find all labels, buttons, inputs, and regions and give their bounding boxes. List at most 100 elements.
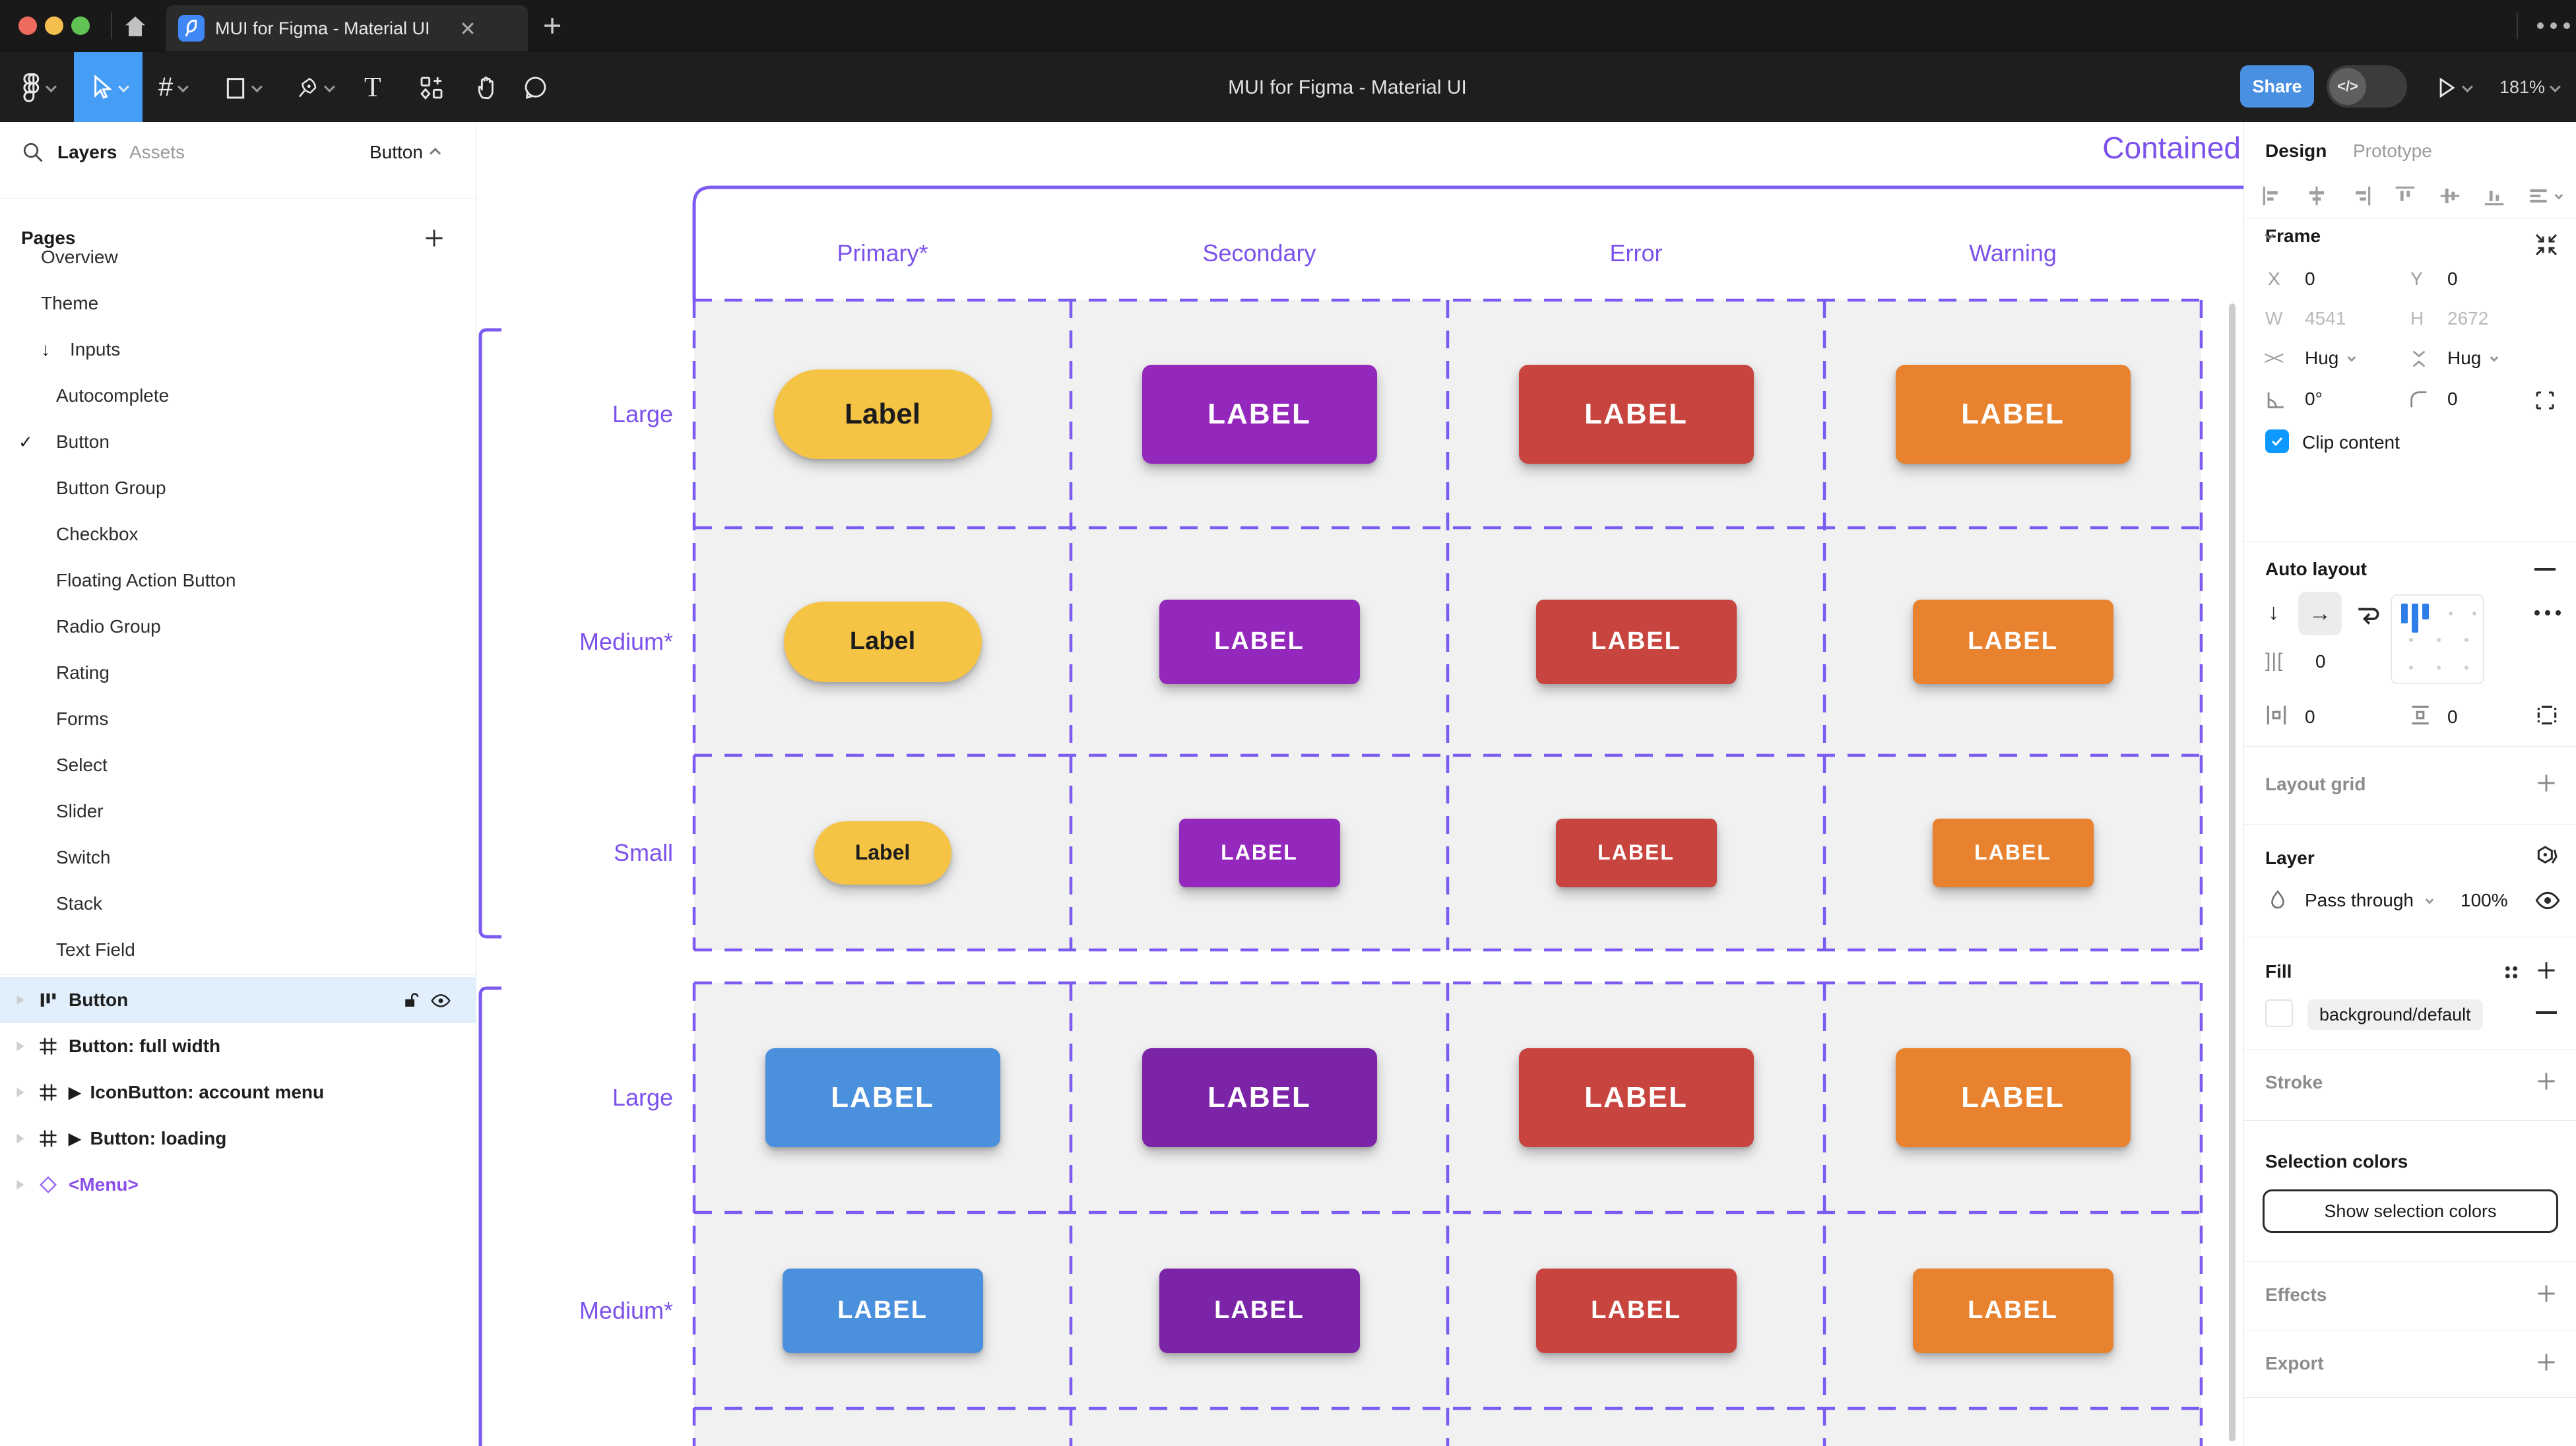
layer-row-button[interactable]: Button bbox=[0, 977, 476, 1023]
button-variant[interactable]: LABEL bbox=[1159, 1268, 1360, 1353]
layer-row-button-loading[interactable]: ▶ Button: loading bbox=[0, 1116, 476, 1162]
align-left-icon[interactable] bbox=[2260, 183, 2285, 208]
align-right-icon[interactable] bbox=[2348, 183, 2373, 208]
frame-tool-button[interactable]: # bbox=[158, 52, 189, 123]
sidebar-page-stack[interactable]: Stack bbox=[0, 881, 476, 927]
wrap-icon[interactable] bbox=[2354, 598, 2383, 627]
window-more-icon[interactable] bbox=[2534, 20, 2573, 32]
eye-icon[interactable] bbox=[2534, 887, 2561, 914]
button-variant[interactable]: LABEL bbox=[1895, 1048, 2131, 1147]
add-export-icon[interactable] bbox=[2534, 1350, 2558, 1374]
button-variant[interactable]: LABEL bbox=[1535, 1268, 1737, 1353]
blend-mode-dropdown[interactable]: Pass through bbox=[2305, 890, 2434, 911]
button-variant[interactable]: LABEL bbox=[1932, 818, 2094, 887]
canvas[interactable]: Contained Primary* Secondary Error Warning L… bbox=[476, 122, 2243, 1446]
main-menu-button[interactable] bbox=[18, 52, 57, 123]
tab-layers[interactable]: Layers bbox=[57, 142, 117, 162]
button-variant[interactable]: Label bbox=[783, 601, 982, 682]
hug-vertical-dropdown[interactable]: Hug bbox=[2447, 348, 2499, 369]
button-variant[interactable]: LABEL bbox=[1518, 364, 1754, 464]
align-bottom-icon[interactable] bbox=[2482, 183, 2507, 208]
button-variant[interactable]: LABEL bbox=[1912, 1268, 2113, 1353]
window-minimize-button[interactable] bbox=[45, 16, 63, 35]
tab-close-icon[interactable] bbox=[459, 20, 476, 37]
align-v-center-icon[interactable] bbox=[2437, 183, 2463, 208]
remove-auto-layout-icon[interactable] bbox=[2534, 568, 2556, 571]
sidebar-page-select[interactable]: Select bbox=[0, 742, 476, 788]
shape-tool-button[interactable] bbox=[224, 52, 263, 123]
sidebar-page-theme[interactable]: Theme bbox=[0, 280, 476, 327]
layer-row-iconbutton-account-menu[interactable]: ▶ IconButton: account menu bbox=[0, 1069, 476, 1116]
sidebar-page-button[interactable]: ✓ Button bbox=[0, 419, 476, 465]
fill-color-swatch[interactable] bbox=[2265, 999, 2293, 1027]
home-icon[interactable] bbox=[122, 13, 148, 40]
sidebar-page-button-group[interactable]: Button Group bbox=[0, 465, 476, 511]
sidebar-page-autocomplete[interactable]: Autocomplete bbox=[0, 373, 476, 419]
sidebar-page-text-field[interactable]: Text Field bbox=[0, 927, 476, 973]
expand-caret-icon[interactable] bbox=[16, 1133, 24, 1144]
tab-prototype[interactable]: Prototype bbox=[2353, 141, 2432, 161]
button-variant[interactable]: LABEL bbox=[1142, 1048, 1377, 1147]
auto-layout-more-icon[interactable] bbox=[2532, 608, 2563, 618]
button-variant[interactable]: LABEL bbox=[1178, 818, 1340, 887]
hand-tool-button[interactable] bbox=[474, 52, 500, 123]
expand-caret-icon[interactable] bbox=[16, 1179, 24, 1190]
share-button[interactable]: Share bbox=[2240, 65, 2314, 108]
frame-title[interactable]: Contained bbox=[2102, 131, 2241, 165]
button-variant[interactable]: LABEL bbox=[765, 1048, 1000, 1147]
search-icon[interactable] bbox=[21, 141, 45, 164]
pen-tool-button[interactable] bbox=[296, 52, 335, 123]
button-variant[interactable]: LABEL bbox=[1159, 599, 1360, 684]
fill-token-chip[interactable]: background/default bbox=[2307, 999, 2483, 1030]
sidebar-page-radio-group[interactable]: Radio Group bbox=[0, 604, 476, 650]
opacity-value[interactable]: 100% bbox=[2461, 890, 2508, 910]
page-selector-dropdown[interactable]: Button bbox=[370, 142, 441, 163]
gap-value[interactable]: 0 bbox=[2315, 651, 2326, 672]
dev-mode-toggle[interactable]: </> bbox=[2327, 65, 2407, 108]
h-value[interactable]: 2672 bbox=[2447, 308, 2489, 329]
independent-padding-icon[interactable] bbox=[2534, 703, 2560, 728]
align-top-icon[interactable] bbox=[2393, 183, 2418, 208]
expand-caret-icon[interactable] bbox=[16, 995, 24, 1005]
window-zoom-button[interactable] bbox=[71, 16, 90, 35]
document-title[interactable]: MUI for Figma - Material UI bbox=[1228, 76, 1467, 98]
add-page-icon[interactable] bbox=[422, 226, 446, 250]
distribute-menu-button[interactable] bbox=[2526, 183, 2563, 208]
add-layout-grid-icon[interactable] bbox=[2534, 771, 2558, 795]
sidebar-page-switch[interactable]: Switch bbox=[0, 834, 476, 881]
canvas-scrollbar[interactable] bbox=[2229, 303, 2236, 1441]
tab-assets[interactable]: Assets bbox=[129, 142, 185, 162]
layer-row-button-full-width[interactable]: Button: full width bbox=[0, 1023, 476, 1069]
sidebar-page-inputs[interactable]: ↓ Inputs bbox=[0, 327, 476, 373]
new-tab-icon[interactable] bbox=[541, 15, 564, 37]
window-close-button[interactable] bbox=[18, 16, 37, 35]
corner-radius-value[interactable]: 0 bbox=[2447, 389, 2458, 409]
button-variant[interactable]: LABEL bbox=[1895, 364, 2131, 464]
app-tab[interactable]: MUI for Figma - Material UI bbox=[166, 5, 528, 51]
sidebar-page-rating[interactable]: Rating bbox=[0, 650, 476, 696]
fill-styles-icon[interactable] bbox=[2500, 961, 2523, 984]
text-tool-button[interactable]: T bbox=[364, 52, 381, 123]
rotation-value[interactable]: 0° bbox=[2305, 389, 2323, 409]
collapse-icon[interactable] bbox=[2533, 232, 2560, 258]
sidebar-page-slider[interactable]: Slider bbox=[0, 788, 476, 834]
button-variant[interactable]: LABEL bbox=[1555, 818, 1717, 887]
add-stroke-icon[interactable] bbox=[2534, 1069, 2558, 1093]
expand-caret-icon[interactable] bbox=[16, 1041, 24, 1052]
w-value[interactable]: 4541 bbox=[2305, 308, 2346, 329]
sidebar-page-overview[interactable]: Overview bbox=[0, 234, 476, 280]
button-variant[interactable]: LABEL bbox=[1912, 599, 2113, 684]
sidebar-page-forms[interactable]: Forms bbox=[0, 696, 476, 742]
hug-horizontal-dropdown[interactable]: Hug bbox=[2305, 348, 2356, 369]
visibility-eye-icon[interactable] bbox=[430, 990, 451, 1011]
button-variant[interactable]: Label bbox=[773, 369, 992, 459]
resources-tool-button[interactable] bbox=[418, 52, 445, 123]
zoom-menu-button[interactable]: 181% bbox=[2499, 52, 2561, 123]
blend-variable-icon[interactable] bbox=[2533, 844, 2560, 870]
button-variant[interactable]: LABEL bbox=[782, 1268, 983, 1353]
padding-horizontal-value[interactable]: 0 bbox=[2305, 707, 2315, 727]
align-h-center-icon[interactable] bbox=[2304, 183, 2329, 208]
button-variant[interactable]: LABEL bbox=[1142, 364, 1377, 464]
clip-content-checkbox[interactable] bbox=[2265, 429, 2289, 453]
frame-section-header[interactable]: Frame bbox=[2265, 226, 2321, 246]
